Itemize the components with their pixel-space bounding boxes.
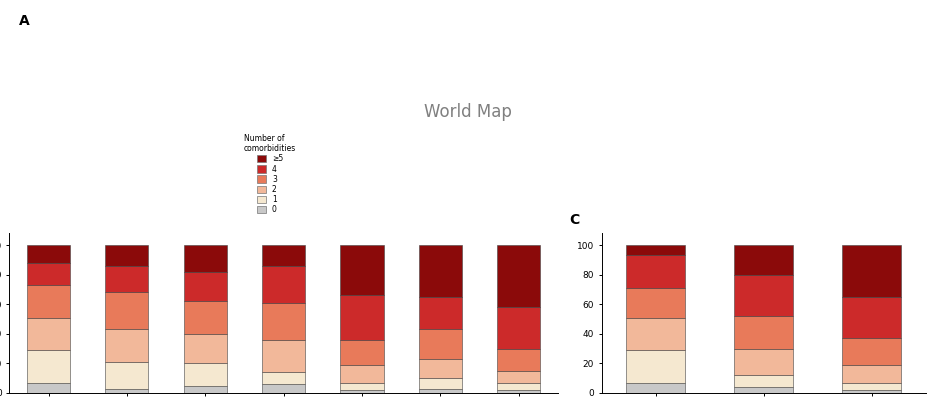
Bar bbox=[27, 245, 70, 263]
Bar bbox=[626, 383, 685, 393]
Bar bbox=[262, 266, 305, 303]
Bar bbox=[27, 350, 70, 383]
Bar bbox=[106, 266, 149, 292]
Bar bbox=[106, 362, 149, 389]
Bar bbox=[419, 329, 462, 359]
Bar bbox=[497, 348, 540, 371]
Bar bbox=[340, 340, 383, 365]
Bar bbox=[106, 245, 149, 266]
Bar bbox=[626, 288, 685, 318]
Bar bbox=[183, 271, 227, 301]
Bar bbox=[419, 359, 462, 378]
Bar bbox=[734, 316, 793, 348]
Bar bbox=[106, 389, 149, 393]
Bar bbox=[734, 275, 793, 316]
Bar bbox=[842, 365, 901, 383]
Bar bbox=[419, 297, 462, 329]
Bar bbox=[183, 386, 227, 393]
Bar bbox=[27, 383, 70, 393]
Bar bbox=[106, 292, 149, 329]
Bar bbox=[340, 245, 383, 295]
Bar bbox=[497, 383, 540, 390]
Text: C: C bbox=[569, 213, 580, 227]
Bar bbox=[262, 384, 305, 393]
Bar bbox=[262, 372, 305, 384]
Bar bbox=[183, 363, 227, 386]
Bar bbox=[419, 245, 462, 297]
Bar bbox=[734, 245, 793, 275]
Bar bbox=[842, 383, 901, 390]
Bar bbox=[626, 245, 685, 255]
Bar bbox=[626, 255, 685, 288]
Bar bbox=[340, 390, 383, 393]
Bar bbox=[842, 338, 901, 365]
Bar bbox=[183, 334, 227, 363]
Bar bbox=[842, 297, 901, 338]
Bar bbox=[734, 387, 793, 393]
Bar bbox=[734, 375, 793, 387]
Bar bbox=[419, 378, 462, 389]
Bar bbox=[27, 285, 70, 318]
Bar bbox=[419, 389, 462, 393]
Bar bbox=[27, 263, 70, 285]
Bar bbox=[734, 348, 793, 375]
Bar bbox=[183, 245, 227, 271]
Bar bbox=[497, 390, 540, 393]
Bar bbox=[626, 350, 685, 383]
Bar bbox=[497, 371, 540, 383]
Bar bbox=[262, 340, 305, 372]
Bar bbox=[106, 329, 149, 362]
Text: A: A bbox=[19, 14, 29, 28]
Bar bbox=[262, 303, 305, 340]
Bar bbox=[497, 307, 540, 348]
Bar bbox=[262, 245, 305, 266]
Bar bbox=[340, 383, 383, 390]
Bar bbox=[842, 245, 901, 297]
Bar bbox=[340, 365, 383, 383]
Bar bbox=[340, 295, 383, 340]
Bar bbox=[183, 301, 227, 334]
Bar bbox=[27, 318, 70, 350]
Bar bbox=[626, 318, 685, 350]
Bar bbox=[842, 390, 901, 393]
Bar bbox=[497, 245, 540, 307]
Text: World Map: World Map bbox=[424, 103, 511, 121]
Legend: ≥5, 4, 3, 2, 1, 0: ≥5, 4, 3, 2, 1, 0 bbox=[242, 132, 297, 216]
